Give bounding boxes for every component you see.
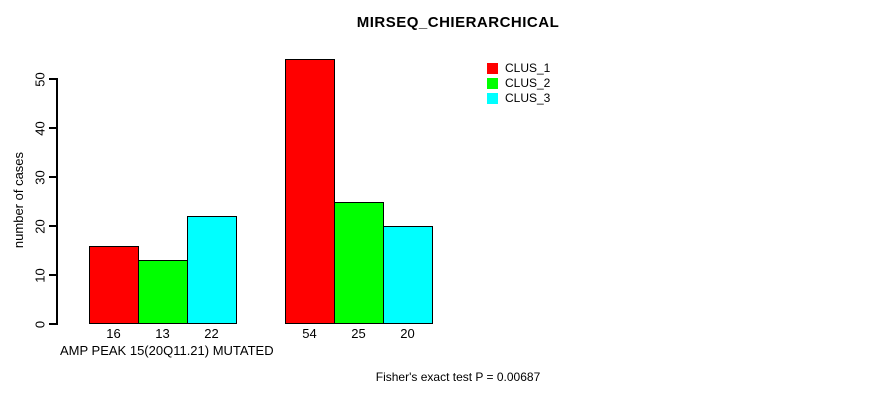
bar-value-label: 54 — [302, 326, 317, 341]
bar-clus_3-group1 — [187, 216, 237, 324]
bar-clus_2-group1 — [138, 260, 188, 324]
chart-title: MIRSEQ_CHIERARCHICAL — [356, 14, 560, 31]
legend-label: CLUS_2 — [505, 76, 551, 90]
legend-swatch-icon — [487, 63, 498, 74]
y-axis-tick-label: 20 — [32, 219, 48, 234]
bar-value-label: 20 — [400, 326, 415, 341]
y-axis-tick — [49, 176, 56, 178]
bar-clus_2-group2 — [334, 201, 384, 324]
bar-value-label: 22 — [204, 326, 219, 341]
y-axis-tick-label: 50 — [32, 72, 48, 87]
fisher-test-note: Fisher's exact test P = 0.00687 — [375, 370, 541, 384]
bar-clus_1-group1 — [89, 245, 139, 324]
legend-item-clus_2: CLUS_2 — [487, 76, 550, 91]
y-axis-tick-label: 30 — [32, 170, 48, 185]
legend-swatch-icon — [487, 78, 498, 89]
legend-item-clus_1: CLUS_1 — [487, 61, 550, 76]
y-axis-tick — [49, 127, 56, 129]
y-axis-tick-label: 40 — [32, 121, 48, 136]
y-axis-title: number of cases — [11, 151, 26, 249]
y-axis-tick-label: 10 — [32, 268, 48, 283]
legend: CLUS_1 CLUS_2 CLUS_3 — [487, 61, 550, 106]
x-axis-label: AMP PEAK 15(20Q11.21) MUTATED — [60, 343, 274, 358]
bar-value-label: 16 — [106, 326, 121, 341]
y-axis-tick — [49, 225, 56, 227]
legend-swatch-icon — [487, 93, 498, 104]
legend-item-clus_3: CLUS_3 — [487, 91, 550, 106]
y-axis-tick — [49, 78, 56, 80]
bar-value-label: 13 — [155, 326, 170, 341]
y-axis-tick — [49, 274, 56, 276]
legend-label: CLUS_3 — [505, 91, 551, 105]
y-axis-line — [56, 78, 58, 325]
bar-clus_3-group2 — [383, 226, 433, 324]
legend-label: CLUS_1 — [505, 61, 551, 75]
bar-value-label: 25 — [351, 326, 366, 341]
y-axis-tick-label: 0 — [32, 320, 48, 329]
bar-clus_1-group2 — [285, 59, 335, 324]
y-axis-tick — [49, 323, 56, 325]
